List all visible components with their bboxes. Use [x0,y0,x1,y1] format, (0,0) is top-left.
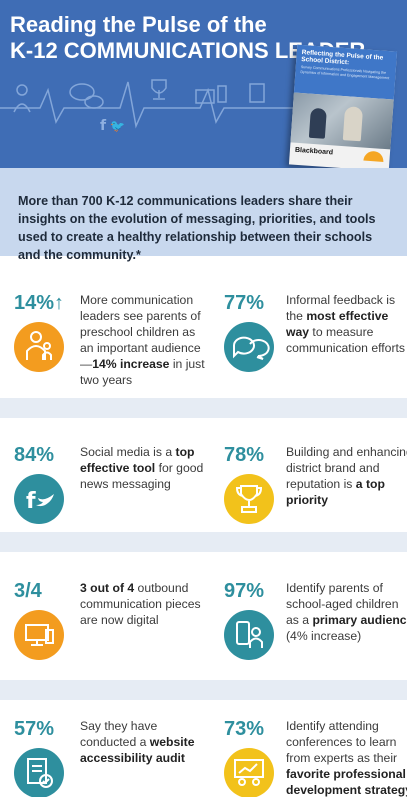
title-line-1: Reading the Pulse of the [10,12,267,37]
stat-text-bold: a top priority [286,477,385,507]
report-brand: Blackboard [294,146,334,157]
checklist-icon [14,748,64,797]
stat-text-pre: More communication leaders see parents o… [80,293,201,371]
stat-value: 77% [224,292,265,314]
social-media-icon: f [14,474,64,524]
trophy-icon [224,474,274,524]
stat-value: 3/4 [14,580,42,602]
header-banner: f 🐦 Reading the Pulse of the K-12 COMMUN… [0,0,407,168]
stat-description: Informal feedback is the most effective … [286,292,407,356]
parent-child-icon [14,322,64,372]
stat-text-bold: most effective way [286,309,389,339]
section-divider [0,398,407,418]
stat-text-post: in just two years [80,357,205,387]
photo-person-1 [308,107,327,139]
devices-icon [14,610,64,660]
report-cover: Reflecting the Pulse of the School Distr… [288,44,398,168]
stat-description: Building and enhancing district brand an… [286,444,407,508]
stat-text-pre: Building and enhancing district brand an… [286,445,407,491]
intro-section: More than 700 K-12 communications leader… [0,168,407,262]
stat-value: 73% [224,718,265,740]
stat-text-pre: Social media is a [80,445,176,459]
svg-text:f: f [26,489,36,514]
stat-district-brand: 78% Building and enhancing district bran… [224,444,407,524]
intro-text: More than 700 K-12 communications leader… [18,194,376,262]
photo-person-2 [342,106,364,142]
stat-description: 3 out of 4 outbound communication pieces… [80,580,208,628]
stat-text-post: for good news messaging [80,461,204,491]
stat-text-bold: primary audience [312,613,407,627]
stat-preschool-parents: 14%↑ More communication leaders see pare… [14,292,209,387]
stat-text-bold: favorite professional development strate… [286,767,407,797]
report-cover-top: Reflecting the Pulse of the School Distr… [293,44,398,100]
stat-value: 97% [224,580,265,602]
stat-informal-feedback: 77% Informal feedback is the most effect… [224,292,407,382]
stat-text-pre: Informal feedback is the [286,293,396,323]
stat-text-bold: 14% increase [92,357,170,371]
parent-phone-icon [224,610,274,660]
stat-value: 14%↑ [14,292,65,314]
stat-text-post: outbound communication pieces are now di… [80,581,201,627]
stat-text-post: to measure communication efforts [286,325,405,355]
stat-description: More communication leaders see parents o… [80,292,208,388]
stat-description: Social media is a top effective tool for… [80,444,208,492]
stat-text-bold: top effective tool [80,445,195,475]
stat-text-pre: Say they have conducted a [80,719,158,749]
report-photo [290,92,394,150]
stat-primary-audience: 97% Identify parents of school-aged chil… [224,580,407,670]
stat-text-bold: 3 out of 4 [80,581,135,595]
section-divider [0,532,407,552]
sunrise-logo-icon [363,150,385,162]
stat-text-pre: Identify parents of school-aged children… [286,581,399,627]
pulse-line-icons: f 🐦 [0,79,300,134]
stat-value: 84% [14,444,55,466]
presentation-icon [224,748,274,797]
speech-bubbles-icon [224,322,274,372]
stat-description: Say they have conducted a website access… [80,718,208,766]
stat-digital-pieces: 3/4 3 out of 4 outbound communication pi… [14,580,209,660]
stat-description: Identify attending conferences to learn … [286,718,407,797]
stat-conferences: 73% Identify attending conferences to le… [224,718,407,797]
stat-description: Identify parents of school-aged children… [286,580,407,644]
svg-text:🐦: 🐦 [110,119,125,133]
section-divider [0,680,407,700]
stat-value: 57% [14,718,55,740]
stat-text-post: (4% increase) [286,629,362,643]
stat-value: 78% [224,444,265,466]
stat-text-bold: website accessibility audit [80,735,195,765]
svg-text:f: f [100,118,107,134]
stat-text-pre: Identify attending conferences to learn … [286,719,398,765]
stat-social-media: 84% f Social media is a top effective to… [14,444,209,524]
stat-accessibility-audit: 57% Say they have conducted a website ac… [14,718,209,797]
